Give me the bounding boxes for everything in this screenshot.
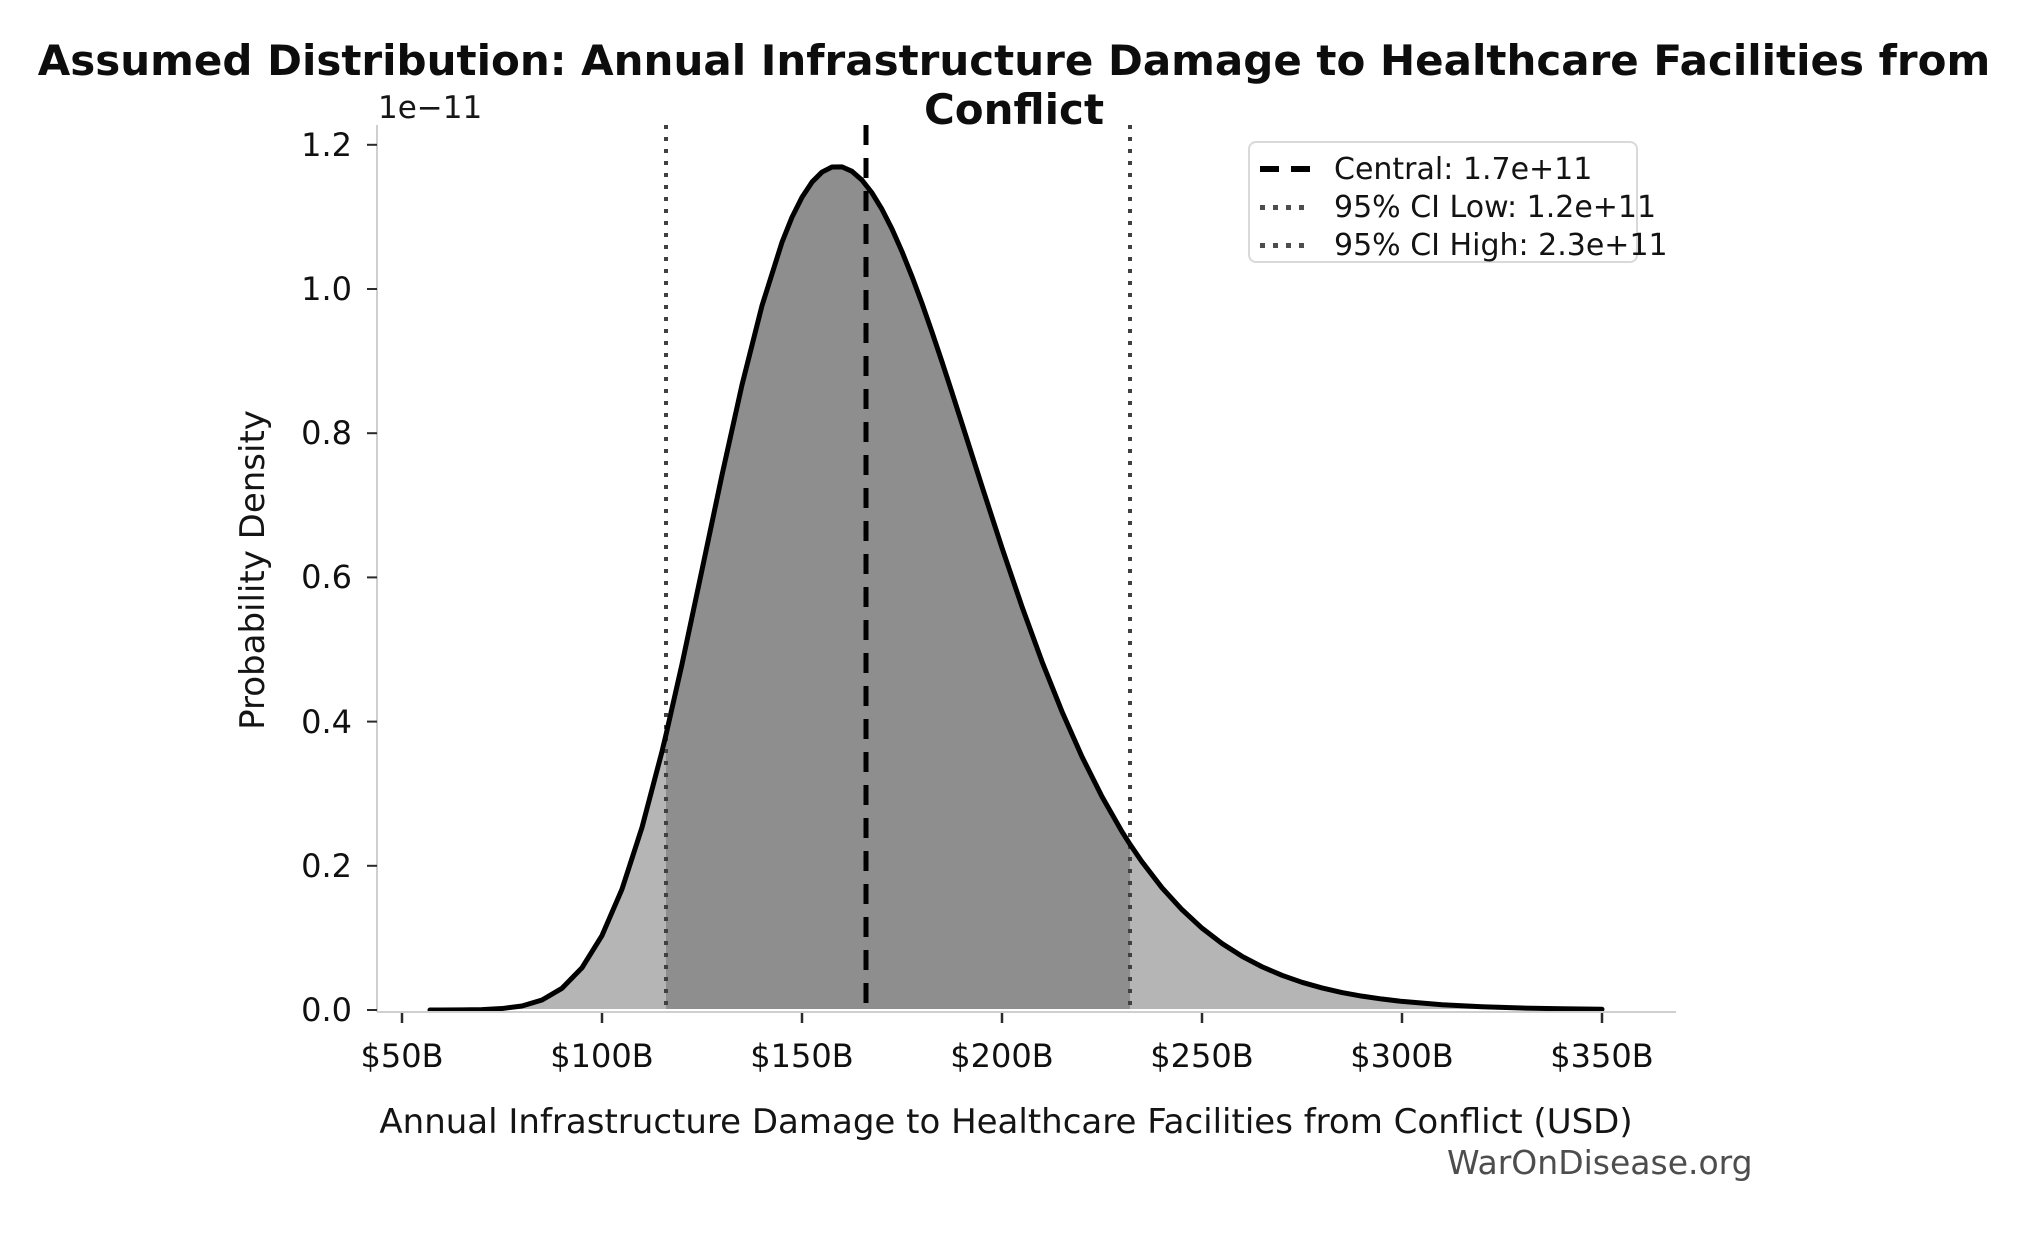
dotted-line-sample xyxy=(1260,204,1310,210)
x-tick-label: $50B xyxy=(360,1037,444,1075)
x-tick-label: $350B xyxy=(1550,1037,1654,1075)
y-tick-label: 0.2 xyxy=(301,846,352,885)
dashed-line-sample xyxy=(1260,166,1310,172)
right-tail-fill xyxy=(1130,844,1602,1010)
x-tick-label: $150B xyxy=(750,1037,854,1075)
y-tick-label: 0.6 xyxy=(301,558,352,597)
legend-row-ci-low: 95% CI Low: 1.2e+11 xyxy=(1260,188,1656,226)
x-tick-label: $250B xyxy=(1150,1037,1254,1075)
density-curve xyxy=(427,164,1605,1013)
ci-region-fill xyxy=(666,166,1130,1009)
legend-label-ci-low: 95% CI Low: 1.2e+11 xyxy=(1334,189,1657,225)
x-tick-label: $200B xyxy=(950,1037,1054,1075)
legend-label-central: Central: 1.7e+11 xyxy=(1334,151,1593,187)
y-tick-label: 0.4 xyxy=(301,702,352,741)
dotted-line-sample xyxy=(1260,242,1310,248)
left-tail-fill xyxy=(430,734,666,1010)
x-tick-label: $300B xyxy=(1350,1037,1454,1075)
y-tick-label: 0.8 xyxy=(301,414,352,453)
y-tick-label: 1.2 xyxy=(301,125,352,164)
watermark: WarOnDisease.org xyxy=(1447,1143,1753,1182)
chart-title: Assumed Distribution: Annual Infrastruct… xyxy=(37,36,1991,134)
x-axis-label: Annual Infrastructure Damage to Healthca… xyxy=(379,1102,1633,1142)
y-tick-label: 1.0 xyxy=(301,270,352,308)
legend-row-ci-high: 95% CI High: 2.3e+11 xyxy=(1260,226,1668,264)
legend-label-ci-high: 95% CI High: 2.3e+11 xyxy=(1334,227,1668,263)
legend: Central: 1.7e+11 95% CI Low: 1.2e+11 95%… xyxy=(1248,141,1668,264)
legend-row-central: Central: 1.7e+11 xyxy=(1260,150,1636,188)
y-axis-offset-label: 1e−11 xyxy=(378,90,483,126)
y-tick-label: 0.0 xyxy=(301,991,352,1029)
x-tick-label: $100B xyxy=(550,1037,654,1075)
